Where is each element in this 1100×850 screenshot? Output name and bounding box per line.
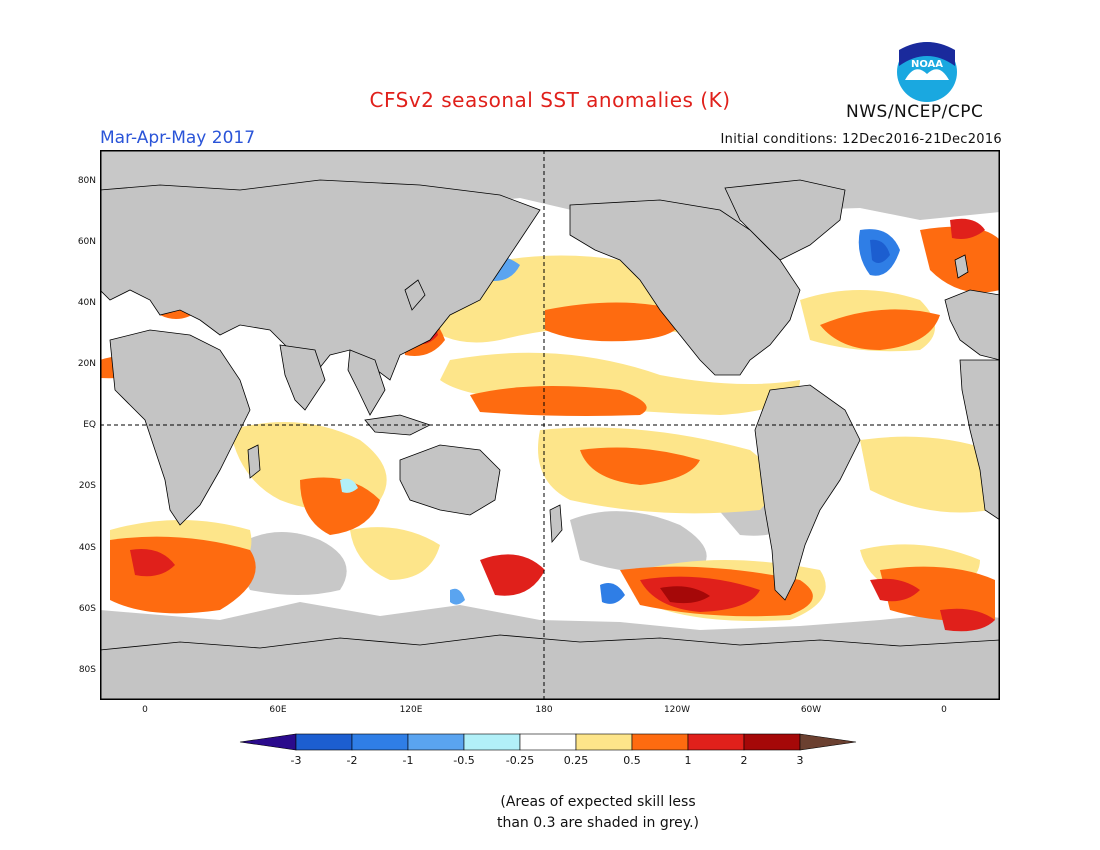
colorbar-label: -0.5	[453, 754, 474, 767]
colorbar-labels: -3 -2 -1 -0.5 -0.25 0.25 0.5 1 2 3	[291, 754, 804, 767]
lat-label: 80S	[78, 665, 96, 675]
lon-label: 120E	[399, 705, 423, 715]
lon-label: 60W	[800, 705, 822, 715]
india	[279, 344, 326, 411]
colorbar-label: -1	[403, 754, 414, 767]
europe-east-edge	[944, 289, 1000, 361]
africa	[109, 329, 251, 526]
sst-anomaly-map	[100, 150, 1000, 700]
lat-label: 60N	[77, 237, 96, 247]
lon-label: 120W	[663, 705, 691, 715]
colorbar-label: 2	[741, 754, 748, 767]
map-frame	[100, 150, 1000, 700]
skill-note: (Areas of expected skill less than 0.3 a…	[0, 792, 1100, 834]
new-zealand	[549, 504, 563, 544]
colorbar-label: 0.25	[564, 754, 589, 767]
lat-label: 80N	[77, 176, 96, 186]
colorbar-swatch	[519, 733, 577, 751]
lon-label: 180	[535, 705, 553, 715]
greenland	[724, 179, 846, 261]
colorbar-swatch	[407, 733, 465, 751]
colorbar-swatch	[687, 733, 745, 751]
noaa-logo: NOAA	[897, 42, 957, 102]
africa-east-edge	[959, 359, 1000, 521]
season-label: Mar-Apr-May 2017	[100, 128, 256, 148]
australia	[399, 444, 501, 516]
initial-conditions-label: Initial conditions: 12Dec2016-21Dec2016	[720, 132, 1002, 147]
north-america	[569, 199, 801, 376]
colorbar-label: 0.5	[623, 754, 641, 767]
colorbar: -3 -2 -1 -0.5 -0.25 0.25 0.5 1 2 3	[239, 733, 857, 767]
southeast-asia	[347, 349, 386, 416]
lat-label: 20S	[78, 481, 96, 491]
colorbar-swatch	[631, 733, 689, 751]
colorbar-swatch-min	[239, 733, 297, 751]
colorbar-label: -3	[291, 754, 302, 767]
anomaly-2-3	[660, 586, 710, 604]
logo-text: NOAA	[911, 59, 943, 70]
lat-label: 40N	[77, 298, 96, 308]
lat-label: 40S	[78, 543, 96, 553]
colorbar-swatch	[463, 733, 521, 751]
colorbar-swatch	[295, 733, 353, 751]
uk	[954, 254, 969, 279]
japan	[404, 279, 426, 311]
skill-note-line-1: (Areas of expected skill less	[500, 794, 696, 810]
colorbar-label: 1	[685, 754, 692, 767]
land-masses	[100, 179, 1000, 700]
madagascar	[247, 444, 261, 479]
lat-label: EQ	[83, 420, 96, 430]
lon-label: 60E	[269, 705, 287, 715]
colorbar-swatch-max	[799, 733, 857, 751]
colorbar-label: -0.25	[506, 754, 534, 767]
agency-label: NWS/NCEP/CPC	[846, 102, 984, 122]
lat-label: 60S	[78, 604, 96, 614]
lon-label: 0	[941, 705, 947, 715]
colorbar-swatch	[351, 733, 409, 751]
map-title: CFSv2 seasonal SST anomalies (K)	[369, 88, 731, 112]
lon-label: 0	[142, 705, 148, 715]
south-america	[754, 384, 861, 601]
lat-label: 20N	[77, 359, 96, 369]
colorbar-swatches	[239, 733, 857, 751]
skill-note-line-2: than 0.3 are shaded in grey.)	[496, 815, 699, 831]
colorbar-swatch	[575, 733, 633, 751]
antarctica	[100, 634, 1000, 700]
colorbar-label: -2	[347, 754, 358, 767]
colorbar-swatch	[743, 733, 801, 751]
colorbar-label: 3	[797, 754, 804, 767]
